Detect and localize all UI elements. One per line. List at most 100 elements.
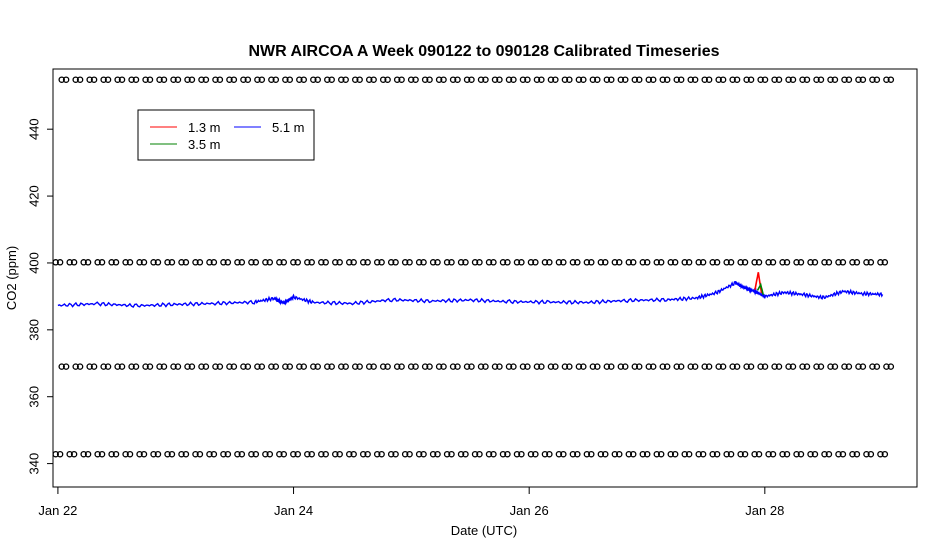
marker-point <box>803 363 811 370</box>
marker-point <box>673 76 681 83</box>
marker-point <box>336 259 343 266</box>
marker-point <box>426 363 433 370</box>
marker-point <box>252 450 260 458</box>
marker-point <box>653 450 661 458</box>
marker-point <box>519 363 527 370</box>
marker-point <box>364 259 371 266</box>
marker-point <box>168 450 176 458</box>
marker-point <box>196 450 204 458</box>
plot-frame <box>52 68 918 488</box>
marker-point <box>226 363 233 370</box>
marker-point <box>855 363 862 370</box>
marker-point <box>346 450 353 458</box>
marker-point <box>490 450 497 458</box>
marker-point <box>258 363 266 370</box>
marker-point <box>566 363 573 370</box>
marker-point <box>737 259 744 266</box>
marker-point <box>532 259 539 266</box>
marker-point <box>561 76 569 83</box>
y-tick-label: 340 <box>26 453 41 475</box>
marker-point <box>765 259 772 266</box>
marker-point <box>322 450 329 458</box>
marker-point <box>224 450 232 458</box>
marker-point <box>877 450 884 458</box>
marker-point <box>373 450 381 458</box>
marker-point <box>304 450 311 458</box>
marker-point <box>338 76 345 83</box>
marker-point <box>513 259 521 266</box>
marker-point <box>482 76 489 83</box>
marker-point <box>583 450 591 458</box>
marker-point <box>835 450 842 458</box>
marker-point <box>114 76 121 83</box>
marker-point <box>667 259 675 266</box>
marker-point <box>443 450 451 458</box>
marker-point <box>799 363 806 370</box>
marker-point <box>98 450 106 458</box>
marker-point <box>146 363 154 370</box>
marker-point <box>290 259 297 266</box>
marker-point <box>863 450 870 458</box>
marker-point <box>785 363 792 370</box>
marker-point <box>350 450 357 458</box>
marker-point <box>789 363 797 370</box>
marker-point <box>128 76 135 83</box>
marker-point <box>504 450 511 458</box>
marker-point <box>873 363 881 370</box>
marker-point <box>569 259 577 266</box>
marker-point <box>206 450 213 458</box>
marker-point <box>504 259 511 266</box>
marker-point <box>617 363 625 370</box>
marker-point <box>188 363 196 370</box>
marker-point <box>248 259 255 266</box>
marker-point <box>849 259 856 266</box>
marker-point <box>580 76 587 83</box>
marker-point <box>114 363 121 370</box>
marker-point <box>831 76 839 83</box>
marker-point <box>769 450 777 458</box>
marker-point <box>196 259 204 266</box>
marker-point <box>336 450 343 458</box>
marker-point <box>308 259 315 266</box>
marker-point <box>76 76 84 83</box>
marker-point <box>827 76 834 83</box>
marker-point <box>435 363 443 370</box>
marker-point <box>476 259 483 266</box>
marker-point <box>552 76 559 83</box>
marker-point <box>471 259 479 266</box>
marker-point <box>318 259 325 266</box>
marker-point <box>314 76 321 83</box>
marker-point <box>821 450 828 458</box>
marker-point <box>566 76 573 83</box>
marker-point <box>268 76 275 83</box>
marker-point <box>112 450 120 458</box>
marker-point <box>733 363 741 370</box>
marker-point <box>849 450 856 458</box>
marker-point <box>741 450 749 458</box>
marker-point <box>104 76 112 83</box>
marker-point <box>709 450 716 458</box>
marker-point <box>485 450 493 458</box>
marker-point <box>667 450 675 458</box>
marker-point <box>485 259 493 266</box>
marker-point <box>681 259 688 266</box>
marker-point <box>771 76 778 83</box>
marker-point <box>370 76 377 83</box>
marker-point <box>443 259 451 266</box>
marker-point <box>723 259 730 266</box>
marker-point <box>597 450 605 458</box>
marker-point <box>364 450 371 458</box>
marker-point <box>611 450 619 458</box>
marker-point <box>463 363 471 370</box>
marker-point <box>112 259 120 266</box>
marker-point <box>639 450 647 458</box>
marker-point <box>643 259 651 266</box>
marker-point <box>687 76 694 83</box>
marker-point <box>673 363 681 370</box>
marker-point <box>546 259 553 266</box>
marker-point <box>268 363 275 370</box>
marker-point <box>877 259 884 266</box>
marker-point <box>140 450 148 458</box>
marker-point <box>296 363 303 370</box>
marker-point <box>755 450 763 458</box>
